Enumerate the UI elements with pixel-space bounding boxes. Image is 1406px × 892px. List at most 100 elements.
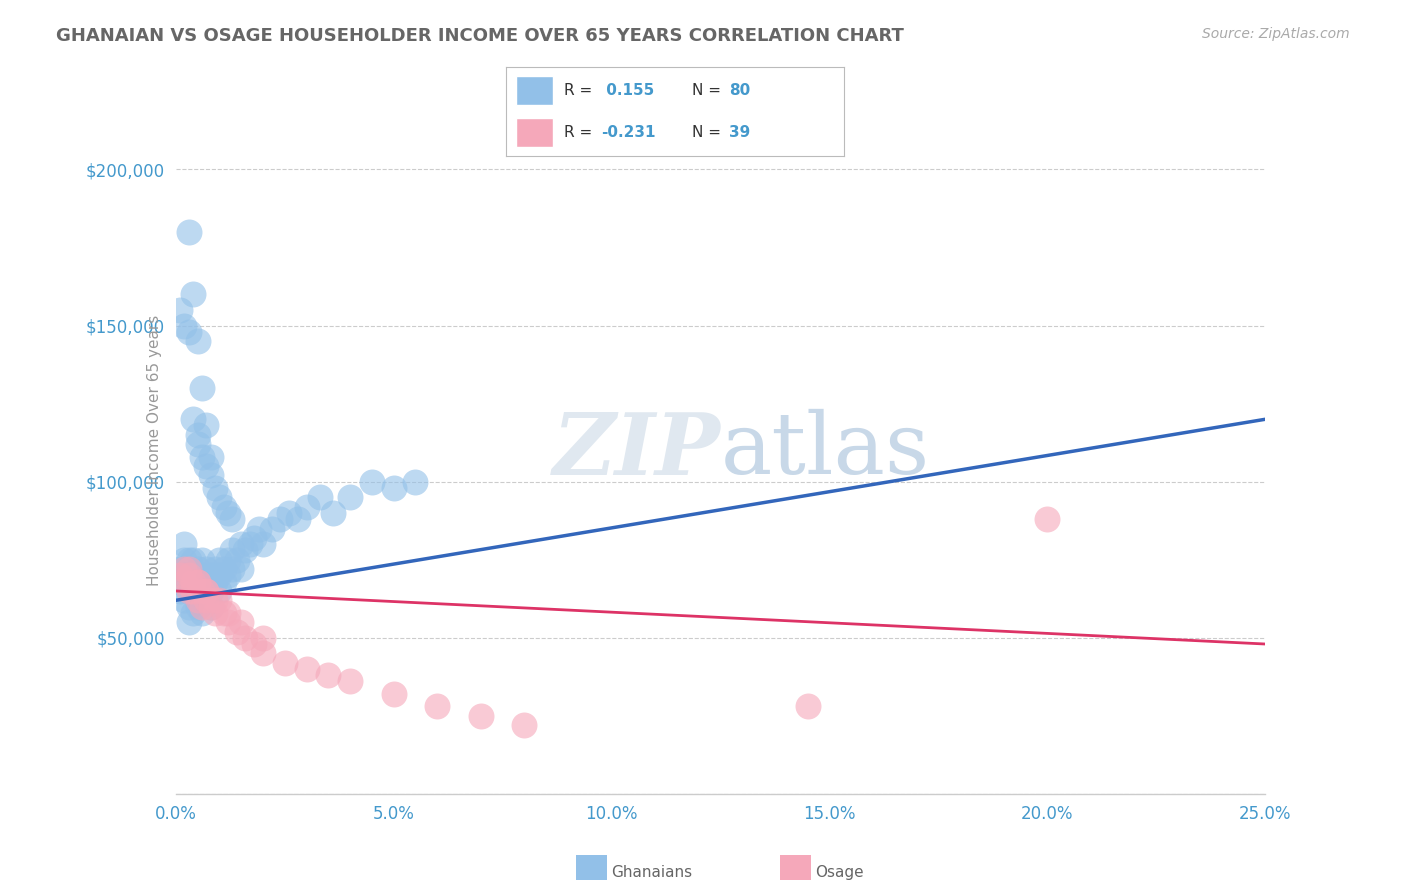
Text: N =: N = [692,125,725,139]
Point [195,593,218,607]
Point [252,631,274,645]
Point [186,574,209,589]
Point [173,562,195,576]
Point [231,615,253,630]
Point [169,568,191,582]
Point [247,521,270,535]
Point [177,325,200,339]
Text: -0.231: -0.231 [600,125,655,139]
Point [208,583,231,598]
Point [191,381,214,395]
Text: ZIP: ZIP [553,409,721,492]
Point [191,450,214,464]
Point [243,637,266,651]
Point [204,562,226,576]
Point [252,537,274,551]
Point [295,662,318,676]
Point [177,583,200,598]
Point [204,481,226,495]
Point [169,574,191,589]
Point [382,481,405,495]
Point [360,475,382,489]
Point [252,646,274,660]
Point [217,606,239,620]
Point [208,593,231,607]
Point [339,674,361,689]
Point [208,552,231,567]
FancyBboxPatch shape [516,118,554,147]
Point [217,506,239,520]
Point [212,606,235,620]
Point [212,562,235,576]
Point [339,490,361,504]
Point [186,599,209,614]
Point [274,656,297,670]
Point [181,568,204,582]
Point [186,593,209,607]
Text: R =: R = [564,83,596,97]
Point [181,583,204,598]
Point [318,668,340,682]
Point [208,568,231,582]
Point [231,562,253,576]
Point [470,708,492,723]
Point [173,568,195,582]
Point [513,718,536,732]
Point [173,593,195,607]
Point [195,458,218,473]
Point [295,500,318,514]
Point [225,552,247,567]
Point [169,562,191,576]
Text: atlas: atlas [721,409,929,492]
Point [177,225,200,239]
Point [181,287,204,301]
Point [426,699,449,714]
Point [217,615,239,630]
Point [200,599,222,614]
Point [177,568,200,582]
Point [195,583,218,598]
Point [278,506,301,520]
Point [269,512,291,526]
Point [173,537,195,551]
Point [204,574,226,589]
Point [287,512,309,526]
Point [191,606,214,620]
Point [212,574,235,589]
Point [200,599,222,614]
Point [322,506,344,520]
Text: 39: 39 [728,125,751,139]
Point [195,583,218,598]
Point [231,537,253,551]
Text: R =: R = [564,125,596,139]
Point [191,599,214,614]
Point [191,583,214,598]
Point [195,562,218,576]
FancyBboxPatch shape [516,76,554,105]
Point [212,500,235,514]
Point [186,574,209,589]
Point [382,687,405,701]
Point [208,490,231,504]
Point [177,583,200,598]
Point [221,562,243,576]
Text: Source: ZipAtlas.com: Source: ZipAtlas.com [1202,27,1350,41]
Text: GHANAIAN VS OSAGE HOUSEHOLDER INCOME OVER 65 YEARS CORRELATION CHART: GHANAIAN VS OSAGE HOUSEHOLDER INCOME OVE… [56,27,904,45]
Point [181,583,204,598]
Point [173,552,195,567]
Point [243,531,266,545]
Point [221,543,243,558]
Point [177,568,200,582]
Point [200,450,222,464]
Point [169,303,191,318]
Point [1036,512,1059,526]
Point [169,583,191,598]
Text: Ghanaians: Ghanaians [612,865,693,880]
Text: N =: N = [692,83,725,97]
Point [308,490,330,504]
Point [186,334,209,348]
Point [200,583,222,598]
Point [195,574,218,589]
Point [239,537,262,551]
Point [177,562,200,576]
